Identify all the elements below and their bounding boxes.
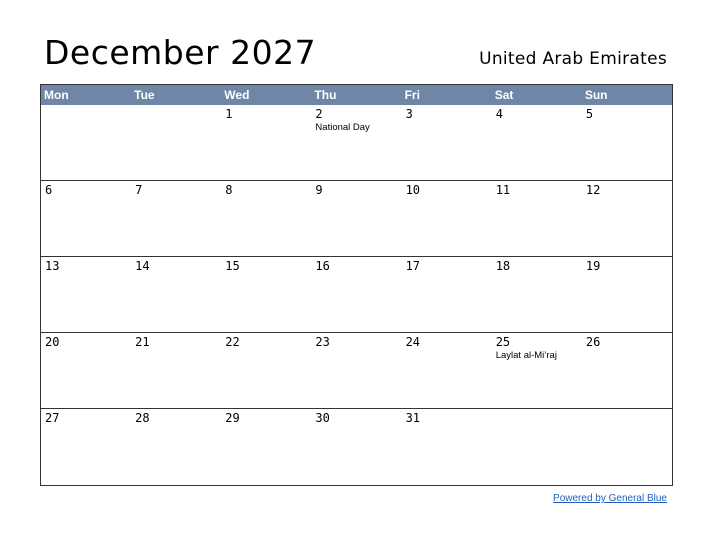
day-cell: 4 bbox=[492, 105, 582, 180]
day-number: 17 bbox=[405, 259, 421, 273]
week-row: 6 7 8 9 10 11 12 bbox=[41, 181, 672, 257]
day-number: 1 bbox=[225, 107, 233, 121]
weeks-container: 1 2 National Day 3 4 5 6 7 8 9 10 11 12 13 14 15 16 17 18 1… bbox=[41, 105, 672, 485]
day-cell: 11 bbox=[492, 181, 582, 256]
day-cell: 17 bbox=[402, 257, 492, 332]
day-number: 10 bbox=[405, 183, 421, 197]
day-number: 23 bbox=[315, 335, 330, 349]
weekday-sun: Sun bbox=[584, 88, 608, 102]
day-number: 13 bbox=[45, 259, 60, 273]
powered-by-link[interactable]: Powered by General Blue bbox=[553, 493, 667, 504]
day-number: 22 bbox=[225, 335, 240, 349]
day-cell: 24 bbox=[402, 333, 492, 408]
holiday-label: National Day bbox=[315, 122, 370, 133]
page-title: December 2027 bbox=[44, 33, 317, 72]
day-cell: 30 bbox=[311, 409, 401, 485]
week-row: 1 2 National Day 3 4 5 bbox=[41, 105, 672, 181]
weekday-header: Mon Tue Wed Thu Fri Sat Sun bbox=[41, 84, 672, 105]
day-cell: 14 bbox=[131, 257, 221, 332]
day-cell: 27 bbox=[41, 409, 131, 485]
day-cell: 28 bbox=[131, 409, 221, 485]
week-row: 27 28 29 30 31 bbox=[41, 409, 672, 485]
day-number: 29 bbox=[225, 411, 240, 425]
day-cell bbox=[492, 409, 582, 485]
day-cell: 22 bbox=[221, 333, 311, 408]
day-cell: 2 National Day bbox=[311, 105, 401, 180]
day-cell: 9 bbox=[311, 181, 401, 256]
day-number: 2 bbox=[315, 107, 323, 121]
day-cell: 7 bbox=[131, 181, 221, 256]
weekday-tue: Tue bbox=[134, 88, 155, 102]
day-number: 5 bbox=[585, 107, 594, 121]
day-number: 7 bbox=[135, 183, 143, 197]
day-number: 15 bbox=[225, 259, 240, 273]
day-cell: 15 bbox=[221, 257, 311, 332]
day-cell: 3 bbox=[402, 105, 492, 180]
day-number: 11 bbox=[495, 183, 511, 197]
day-cell: 16 bbox=[311, 257, 401, 332]
day-cell: 19 bbox=[582, 257, 672, 332]
day-number: 31 bbox=[405, 411, 421, 425]
day-cell bbox=[582, 409, 672, 485]
day-cell: 10 bbox=[402, 181, 492, 256]
holiday-label: Laylat al-Mi’raj bbox=[495, 350, 557, 361]
calendar-grid: Mon Tue Wed Thu Fri Sat Sun 1 2 National D… bbox=[40, 84, 673, 486]
day-number: 19 bbox=[585, 259, 601, 273]
day-number: 4 bbox=[495, 107, 503, 121]
day-number: 26 bbox=[585, 335, 601, 349]
region-label: United Arab Emirates bbox=[479, 49, 667, 69]
day-number: 6 bbox=[45, 183, 53, 197]
day-number: 8 bbox=[225, 183, 233, 197]
week-row: 20 21 22 23 24 25 Laylat al-Mi’raj 26 bbox=[41, 333, 672, 409]
day-cell: 26 bbox=[582, 333, 672, 408]
day-cell: 31 bbox=[402, 409, 492, 485]
day-number: 24 bbox=[405, 335, 421, 349]
day-number: 14 bbox=[135, 259, 150, 273]
day-cell: 8 bbox=[221, 181, 311, 256]
day-cell: 13 bbox=[41, 257, 131, 332]
day-cell: 5 bbox=[582, 105, 672, 180]
day-cell bbox=[131, 105, 221, 180]
day-cell: 20 bbox=[41, 333, 131, 408]
week-row: 13 14 15 16 17 18 19 bbox=[41, 257, 672, 333]
day-number: 27 bbox=[45, 411, 60, 425]
weekday-thu: Thu bbox=[314, 88, 337, 102]
day-number: 28 bbox=[135, 411, 150, 425]
day-number: 20 bbox=[45, 335, 60, 349]
day-number: 12 bbox=[585, 183, 601, 197]
day-cell: 25 Laylat al-Mi’raj bbox=[492, 333, 582, 408]
weekday-wed: Wed bbox=[224, 88, 250, 102]
day-cell: 12 bbox=[582, 181, 672, 256]
day-cell: 18 bbox=[492, 257, 582, 332]
day-number: 16 bbox=[315, 259, 330, 273]
weekday-mon: Mon bbox=[44, 88, 69, 102]
day-cell bbox=[41, 105, 131, 180]
weekday-fri: Fri bbox=[404, 88, 420, 102]
day-cell: 23 bbox=[311, 333, 401, 408]
day-number: 18 bbox=[495, 259, 511, 273]
day-cell: 29 bbox=[221, 409, 311, 485]
day-number: 9 bbox=[315, 183, 323, 197]
day-cell: 6 bbox=[41, 181, 131, 256]
day-number: 21 bbox=[135, 335, 150, 349]
day-cell: 1 bbox=[221, 105, 311, 180]
day-number: 30 bbox=[315, 411, 330, 425]
weekday-sat: Sat bbox=[494, 88, 514, 102]
day-number: 3 bbox=[405, 107, 413, 121]
day-number: 25 bbox=[495, 335, 511, 349]
day-cell: 21 bbox=[131, 333, 221, 408]
